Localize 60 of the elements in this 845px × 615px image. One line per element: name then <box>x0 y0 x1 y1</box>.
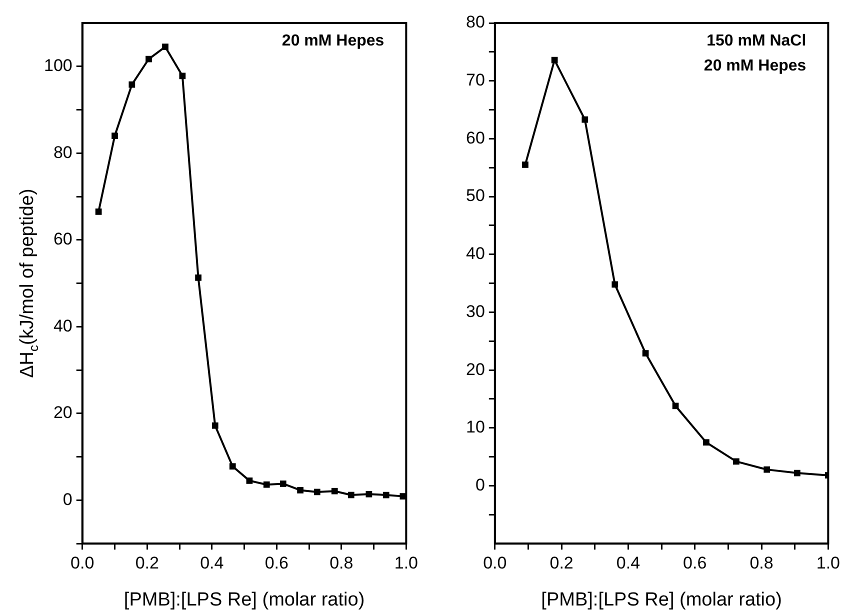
point <box>95 208 102 215</box>
y-tick-label: 30 <box>466 302 485 321</box>
x-tick-label: 0.0 <box>70 553 94 572</box>
point <box>280 480 286 487</box>
x-tick-label: 0.4 <box>200 553 224 572</box>
y-tick-label: 80 <box>466 12 485 32</box>
point <box>195 274 202 281</box>
y-tick-label: 60 <box>53 230 72 249</box>
annotation: 150 mM NaCl <box>706 32 806 50</box>
x-tick-label: 0.0 <box>483 553 507 572</box>
y-tick-label: 10 <box>466 418 485 437</box>
x-tick-label: 0.4 <box>616 553 640 572</box>
point <box>382 492 390 498</box>
point <box>212 422 218 429</box>
x-tick-label: 1.0 <box>394 553 418 572</box>
point <box>672 402 679 410</box>
y-tick-label: 100 <box>44 56 72 76</box>
y-tick-label: 0 <box>62 490 72 509</box>
point <box>794 470 800 476</box>
annotation: 20 mM Hepes <box>704 57 806 74</box>
x-tick-label: 0.2 <box>550 553 574 572</box>
x-axis-title: [PMB]:[LPS Re] (molar ratio) <box>541 590 782 611</box>
point <box>366 490 372 498</box>
point <box>612 281 618 288</box>
point <box>229 463 236 470</box>
x-tick-label: 0.2 <box>135 553 159 572</box>
y-tick-label: 40 <box>53 316 72 336</box>
y-tick-label: 50 <box>466 186 485 206</box>
point <box>733 458 740 465</box>
point <box>179 72 186 80</box>
point <box>331 488 338 494</box>
point <box>146 56 152 62</box>
point <box>348 492 354 498</box>
point <box>314 488 320 496</box>
x-tick-label: 0.8 <box>750 553 774 572</box>
y-tick-label: 60 <box>466 128 485 148</box>
point <box>112 132 118 139</box>
y-axis-title: ΔHc(kJ/mol of peptide) <box>17 188 41 378</box>
point <box>246 478 253 484</box>
y-tick-label: 0 <box>475 475 485 494</box>
y-tick-label: 80 <box>53 142 72 162</box>
point <box>263 481 270 488</box>
point <box>703 439 710 446</box>
x-tick-label: 0.8 <box>330 553 354 572</box>
point <box>522 162 528 168</box>
y-tick-label: 20 <box>466 360 485 379</box>
point <box>764 466 770 473</box>
point <box>162 44 168 50</box>
y-tick-label: 70 <box>466 70 485 90</box>
point <box>128 81 136 88</box>
point <box>642 350 649 356</box>
point <box>582 116 588 123</box>
annotation: 20 mM Hepes <box>282 32 384 50</box>
x-tick-label: 1.0 <box>816 553 840 572</box>
y-tick-label: 40 <box>466 244 485 264</box>
point <box>297 487 304 494</box>
x-tick-label: 0.6 <box>683 553 707 572</box>
y-tick-label: 20 <box>53 403 72 422</box>
x-tick-label: 0.6 <box>264 553 288 572</box>
x-axis-title: [PMB]:[LPS Re] (molar ratio) <box>124 590 365 611</box>
